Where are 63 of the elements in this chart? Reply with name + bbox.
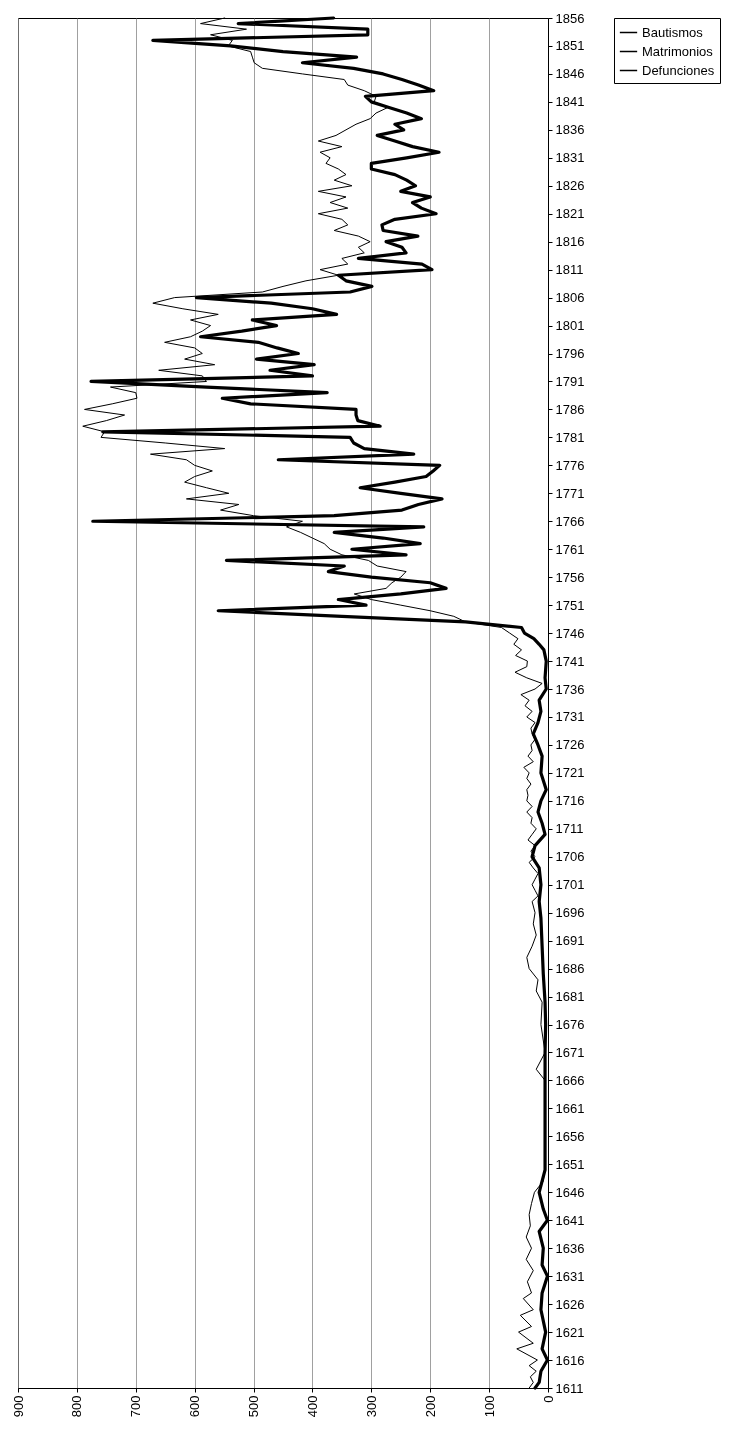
x-tick-label: 100 [481, 1395, 497, 1418]
y-tick-label: 1691 [555, 933, 585, 949]
y-tick-label: 1801 [555, 318, 585, 334]
y-tick-label: 1716 [555, 793, 585, 809]
y-tick-label: 1811 [555, 262, 584, 278]
y-tick-label: 1651 [555, 1156, 585, 1172]
y-tick-label: 1736 [555, 681, 585, 697]
y-tick-label: 1631 [555, 1268, 585, 1284]
x-tick-label: 500 [246, 1395, 262, 1418]
y-tick-label: 1831 [555, 150, 585, 166]
y-tick-label: 1826 [555, 178, 585, 194]
legend-label: Defunciones [642, 62, 715, 78]
y-tick-label: 1711 [555, 821, 584, 837]
y-tick-label: 1851 [555, 38, 585, 54]
y-tick-label: 1751 [555, 597, 585, 613]
y-tick-label: 1706 [555, 849, 585, 865]
y-tick-label: 1641 [555, 1212, 585, 1228]
y-tick-label: 1636 [555, 1240, 585, 1256]
y-tick-label: 1796 [555, 346, 585, 362]
y-tick-label: 1686 [555, 961, 585, 977]
x-tick-label: 700 [128, 1395, 144, 1418]
y-tick-label: 1726 [555, 737, 585, 753]
x-tick-label: 200 [422, 1395, 438, 1418]
y-tick-label: 1731 [555, 709, 585, 725]
y-tick-label: 1666 [555, 1072, 585, 1088]
y-tick-label: 1786 [555, 401, 585, 417]
y-tick-label: 1836 [555, 122, 585, 138]
y-tick-label: 1676 [555, 1017, 585, 1033]
y-tick-label: 1841 [555, 94, 585, 110]
y-tick-label: 1616 [555, 1352, 585, 1368]
y-tick-label: 1806 [555, 290, 585, 306]
y-tick-label: 1756 [555, 569, 585, 585]
y-tick-label: 1821 [555, 206, 585, 222]
y-tick-label: 1856 [555, 10, 585, 26]
y-tick-label: 1816 [555, 234, 585, 250]
y-tick-label: 1656 [555, 1128, 585, 1144]
x-tick-label: 300 [363, 1395, 379, 1418]
y-tick-label: 1671 [555, 1044, 585, 1060]
x-tick-label: 900 [10, 1395, 26, 1418]
x-tick-label: 0 [540, 1395, 556, 1403]
y-tick-label: 1721 [555, 765, 585, 781]
y-tick-label: 1846 [555, 66, 585, 82]
y-tick-label: 1661 [555, 1100, 585, 1116]
y-tick-label: 1791 [555, 373, 585, 389]
x-tick-label: 800 [69, 1395, 85, 1418]
y-tick-label: 1781 [555, 429, 585, 445]
y-tick-label: 1771 [555, 485, 585, 501]
y-tick-label: 1776 [555, 457, 585, 473]
y-tick-label: 1696 [555, 905, 585, 921]
y-tick-label: 1761 [555, 541, 585, 557]
y-tick-label: 1681 [555, 989, 585, 1005]
legend-label: Matrimonios [642, 43, 714, 59]
y-tick-label: 1626 [555, 1296, 585, 1312]
y-tick-label: 1741 [555, 653, 585, 669]
y-tick-label: 1701 [555, 877, 585, 893]
y-tick-label: 1746 [555, 625, 585, 641]
y-tick-label: 1621 [555, 1324, 585, 1340]
x-tick-label: 600 [187, 1395, 203, 1418]
x-tick-label: 400 [304, 1395, 320, 1418]
y-tick-label: 1766 [555, 513, 585, 529]
legend-label: Bautismos [642, 24, 704, 40]
y-tick-label: 1611 [555, 1380, 584, 1396]
y-tick-label: 1646 [555, 1184, 585, 1200]
